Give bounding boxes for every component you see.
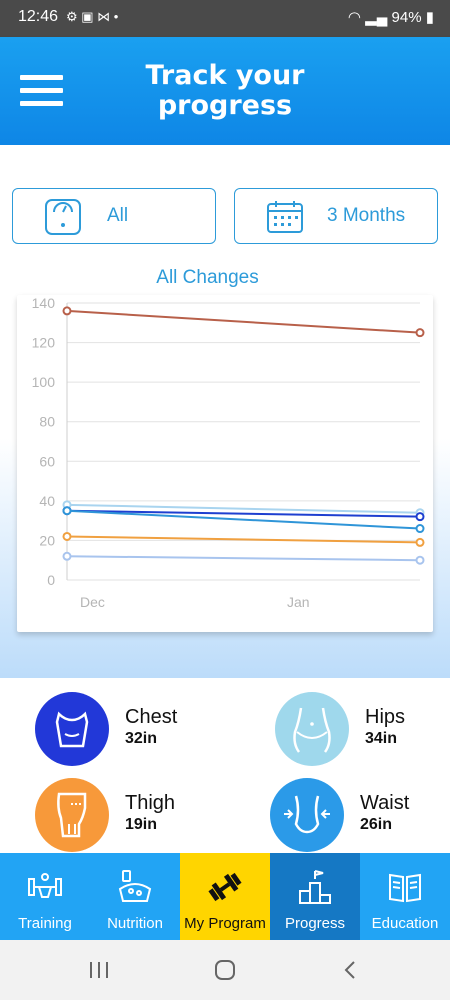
- back-icon[interactable]: [340, 959, 362, 981]
- book-icon: [389, 873, 421, 903]
- data-point: [62, 506, 72, 516]
- y-tick-label: 80: [39, 414, 55, 430]
- page-title-line1: Track your: [145, 60, 305, 91]
- category-filter-button[interactable]: All: [12, 188, 216, 244]
- waist-value: 26in: [360, 816, 393, 833]
- system-navigation-bar: [0, 940, 450, 1000]
- page-title-line2: progress: [157, 90, 293, 121]
- y-tick-label: 60: [39, 453, 55, 469]
- scale-icon: [45, 199, 81, 235]
- y-tick-label: 40: [39, 493, 55, 509]
- nav-training[interactable]: Training: [0, 853, 90, 940]
- hamburger-menu-icon[interactable]: [20, 75, 63, 107]
- waist-icon: [270, 778, 344, 852]
- nav-training-label: Training: [18, 915, 72, 932]
- calendar-icon: [267, 201, 303, 233]
- food-basket-icon: [118, 870, 152, 902]
- x-tick-label: Jan: [287, 594, 310, 610]
- data-point: [415, 328, 425, 338]
- x-tick-label: Dec: [80, 594, 105, 610]
- app-header: Track your progress: [0, 37, 450, 145]
- notification-icons: ⚙ ▣ ⋈ •: [66, 9, 119, 24]
- nav-education[interactable]: Education: [360, 853, 450, 940]
- nav-my-program[interactable]: My Program: [180, 853, 270, 940]
- nav-nutrition-label: Nutrition: [107, 915, 163, 932]
- y-tick-label: 100: [32, 374, 56, 390]
- series-line: [66, 503, 421, 514]
- chart-card: 0 20 40 60 80 100 120 140 Dec Jan: [17, 295, 433, 632]
- signal-icon: ▂▄: [365, 9, 388, 26]
- home-icon[interactable]: [213, 958, 237, 982]
- podium-icon: [299, 870, 331, 904]
- hips-value: 34in: [365, 730, 398, 747]
- y-tick-label: 0: [47, 572, 55, 588]
- series-line: [66, 555, 421, 562]
- nav-education-label: Education: [371, 915, 439, 932]
- recent-apps-icon[interactable]: [88, 959, 110, 981]
- data-point: [62, 551, 72, 561]
- y-tick-label: 20: [39, 532, 55, 548]
- y-tick-label: 140: [32, 295, 56, 311]
- battery-level: 94%: [391, 9, 422, 26]
- line-chart: 0 20 40 60 80 100 120 140 Dec Jan: [32, 295, 425, 610]
- page-title: Track your progress: [120, 61, 330, 121]
- period-filter-button[interactable]: 3 Months: [234, 188, 438, 244]
- wifi-icon: ◠: [347, 9, 362, 26]
- series-line: [66, 509, 421, 530]
- battery-icon: ▮: [425, 9, 434, 26]
- hips-measurement[interactable]: Hips 34in: [275, 692, 445, 766]
- nav-nutrition[interactable]: Nutrition: [90, 853, 180, 940]
- bottom-navigation: Training Nutrition My Program Progress E…: [0, 853, 450, 940]
- nav-progress-label: Progress: [284, 915, 346, 932]
- waist-measurement[interactable]: Waist 26in: [270, 778, 445, 852]
- dumbbell-figure-icon: [28, 873, 62, 898]
- category-filter-label: All: [107, 205, 129, 226]
- chest-label: Chest: [125, 706, 178, 728]
- series-line: [66, 535, 421, 544]
- status-right: ◠ ▂▄ 94% ▮: [348, 8, 434, 26]
- dumbbell-icon: [208, 872, 242, 902]
- waist-label: Waist: [360, 792, 410, 814]
- chest-value: 32in: [125, 730, 158, 747]
- status-time: 12:46: [18, 8, 59, 25]
- chest-icon: [35, 692, 109, 766]
- hips-label: Hips: [365, 706, 406, 728]
- nav-my-program-label: My Program: [184, 915, 266, 932]
- period-filter-label: 3 Months: [327, 205, 406, 226]
- y-tick-label: 120: [32, 335, 56, 351]
- main-content: All 3 Months All Changes 0 20 40 60 80 100 120…: [0, 145, 450, 678]
- nav-progress[interactable]: Progress: [270, 853, 360, 940]
- data-point: [62, 306, 72, 316]
- measurements-panel: Chest 32in Hips 34in Thigh 19in: [0, 678, 450, 853]
- hips-icon: [275, 692, 349, 766]
- data-point: [415, 555, 425, 565]
- data-point: [62, 531, 72, 541]
- thigh-label: Thigh: [125, 792, 176, 814]
- series-line: [66, 509, 421, 518]
- thigh-icon: [35, 778, 109, 852]
- series-line: [66, 309, 421, 334]
- chest-measurement[interactable]: Chest 32in: [35, 692, 235, 766]
- data-point: [415, 512, 425, 522]
- thigh-value: 19in: [125, 816, 158, 833]
- chart-title: All Changes: [156, 267, 259, 288]
- data-point: [415, 524, 425, 534]
- status-bar: 12:46 ⚙ ▣ ⋈ • ◠ ▂▄ 94% ▮: [0, 0, 450, 37]
- data-point: [415, 537, 425, 547]
- thigh-measurement[interactable]: Thigh 19in: [35, 778, 235, 852]
